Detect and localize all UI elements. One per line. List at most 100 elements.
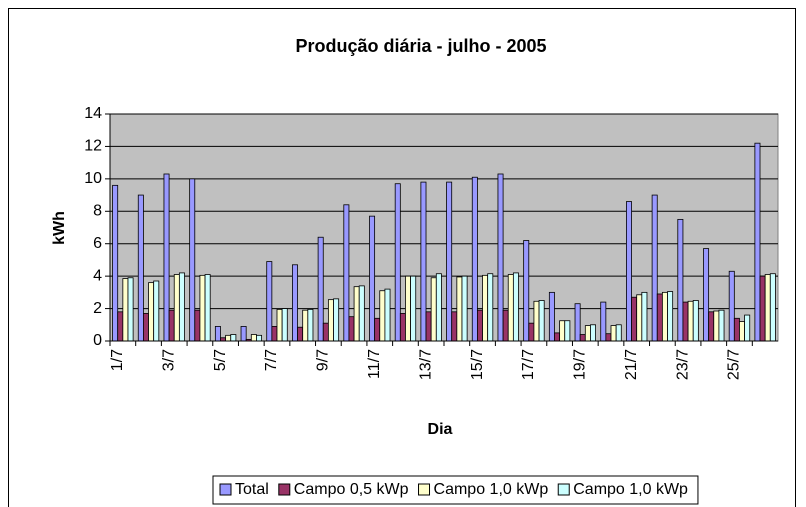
bar — [214, 326, 221, 342]
bar — [708, 311, 715, 342]
bar — [482, 274, 489, 342]
bar — [384, 288, 391, 342]
bar — [456, 276, 463, 342]
bar — [204, 274, 211, 342]
bar — [348, 316, 355, 342]
y-tick-label: 2 — [93, 300, 102, 317]
bar — [733, 317, 740, 342]
bar — [533, 300, 540, 342]
bar — [153, 280, 160, 342]
bar — [667, 291, 674, 342]
bar — [451, 311, 458, 342]
bar — [379, 290, 386, 342]
x-tick-label: 11/7 — [366, 349, 383, 379]
bar — [327, 299, 334, 342]
bar — [276, 308, 283, 342]
bar — [523, 240, 530, 342]
bar — [692, 300, 699, 342]
bar — [410, 275, 417, 342]
bar — [225, 334, 232, 342]
legend-swatch — [418, 483, 431, 496]
legend: Total Campo 0,5 kWp Campo 1,0 kWp Campo 1,0… — [212, 475, 699, 505]
bar — [590, 324, 596, 342]
legend-label: Campo 1,0 kWp — [573, 481, 688, 498]
y-tick-label: 0 — [93, 332, 102, 349]
bar — [615, 324, 622, 342]
bar — [163, 173, 170, 342]
bar — [718, 309, 725, 342]
bar — [559, 320, 566, 342]
x-tick-label: 7/7 — [263, 349, 280, 371]
bar — [641, 291, 648, 342]
bar — [189, 178, 196, 342]
bar — [728, 270, 735, 342]
bar — [250, 334, 257, 342]
y-tick-label: 6 — [93, 235, 102, 252]
y-tick-label: 10 — [84, 170, 102, 187]
x-tick-label: 5/7 — [212, 349, 229, 371]
bar — [127, 277, 134, 342]
bar — [497, 173, 504, 342]
bar — [605, 333, 612, 342]
legend-swatch — [219, 483, 232, 496]
chart-title: Produção diária - julho - 2005 — [295, 36, 546, 56]
bar — [651, 194, 658, 342]
bar — [703, 248, 710, 342]
bar — [487, 273, 494, 342]
bar — [302, 309, 309, 342]
y-tick-label: 4 — [93, 267, 102, 284]
bar — [631, 296, 638, 342]
legend-label: Campo 1,0 kWp — [434, 481, 549, 498]
bar — [446, 181, 453, 342]
bar — [122, 278, 129, 342]
bar — [610, 325, 617, 342]
x-tick-label: 25/7 — [726, 349, 743, 380]
bar — [507, 274, 514, 342]
bar — [142, 313, 149, 342]
bar — [579, 334, 586, 342]
bar — [317, 236, 324, 342]
bar — [713, 310, 720, 342]
y-tick-label: 14 — [84, 105, 102, 122]
bar — [687, 300, 694, 342]
bar — [435, 273, 442, 342]
legend-label: Total — [235, 481, 269, 498]
bar — [677, 218, 684, 342]
x-tick-label: 21/7 — [623, 349, 640, 380]
bar — [199, 274, 206, 342]
y-tick-label: 12 — [84, 138, 102, 155]
bar — [292, 264, 298, 342]
bar — [769, 273, 776, 342]
x-axis-label: Dia — [428, 421, 453, 438]
bar — [661, 291, 668, 342]
bar — [548, 291, 555, 342]
bar — [405, 275, 412, 342]
bar — [374, 317, 381, 342]
x-tick-label: 1/7 — [109, 349, 126, 371]
x-tick-label: 3/7 — [160, 349, 177, 371]
bar — [343, 204, 350, 342]
bar — [600, 301, 607, 342]
bar — [754, 142, 761, 342]
bar — [117, 311, 124, 342]
bar — [137, 194, 144, 342]
bar — [266, 261, 273, 342]
bar — [636, 294, 643, 342]
bar — [307, 308, 314, 342]
bar — [297, 326, 304, 342]
bar — [574, 303, 581, 342]
bar — [322, 322, 329, 342]
x-tick-label: 17/7 — [520, 349, 537, 380]
bar — [194, 309, 201, 342]
bar — [173, 274, 180, 342]
bar — [420, 181, 427, 342]
legend-swatch — [278, 483, 291, 496]
bar — [168, 309, 175, 342]
bar — [528, 322, 535, 342]
y-tick-label: 8 — [93, 203, 102, 220]
bar — [512, 272, 519, 342]
x-tick-label: 15/7 — [469, 349, 486, 380]
bar — [584, 325, 591, 342]
